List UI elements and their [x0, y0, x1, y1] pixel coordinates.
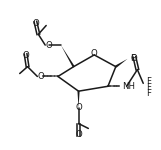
Text: O: O	[75, 130, 82, 139]
Text: O: O	[91, 49, 98, 58]
Text: F: F	[131, 54, 136, 63]
Text: O: O	[75, 103, 82, 112]
Text: O: O	[46, 41, 52, 50]
Text: O: O	[32, 19, 39, 28]
Polygon shape	[61, 45, 75, 67]
Text: NH: NH	[122, 82, 135, 91]
Text: F: F	[146, 83, 151, 92]
Text: O: O	[130, 54, 137, 63]
Polygon shape	[77, 91, 80, 108]
Text: F: F	[146, 77, 151, 86]
Text: F: F	[146, 89, 151, 98]
Text: O: O	[22, 51, 29, 60]
Text: O: O	[38, 72, 45, 81]
Polygon shape	[115, 59, 128, 68]
